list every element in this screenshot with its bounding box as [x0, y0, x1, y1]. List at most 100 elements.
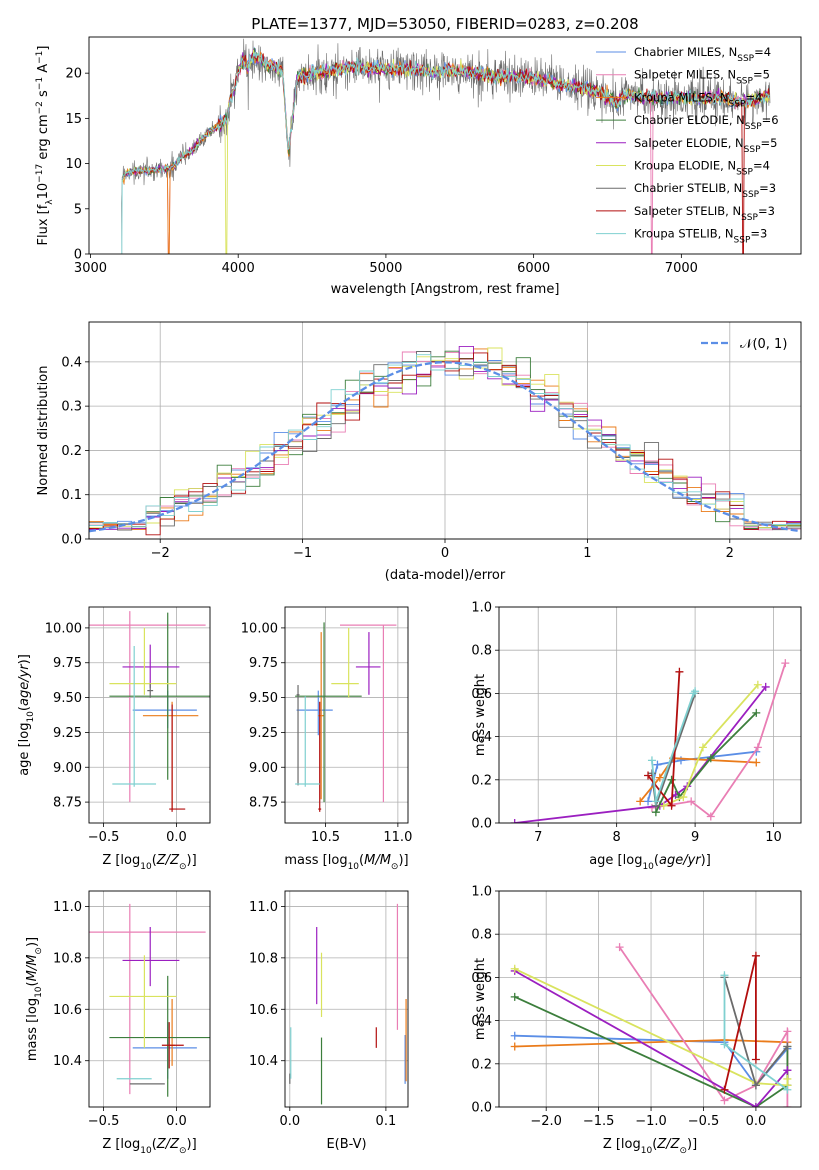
errorbar-kroupa_elodie [109, 627, 177, 695]
spectrum-line-kroupa_stelib [121, 51, 770, 254]
y-tick-label: 10.4 [53, 1054, 82, 1069]
y-tick-label: 0.0 [471, 817, 492, 832]
y-tick-label: 10.8 [249, 951, 278, 966]
weight-marker [783, 1042, 792, 1051]
x-tick-label: −0.5 [88, 1114, 120, 1129]
weight-marker [510, 1042, 519, 1051]
y-tick-label: 10.6 [249, 1003, 278, 1018]
weight-marker [667, 801, 676, 810]
weight-marker [510, 819, 519, 823]
x-axis-label: Z [log10(Z/Z⊙)] [603, 1137, 697, 1156]
label-part: SSP [736, 77, 753, 87]
x-axis-label: E(B-V) [326, 1137, 366, 1152]
y-tick-label: 0.4 [471, 1014, 492, 1029]
label-part: =5 [761, 136, 778, 150]
x-tick-label: 10 [765, 830, 782, 845]
label-part: 10 [642, 862, 654, 872]
label-part: =3 [758, 204, 775, 218]
x-tick-label: 9 [691, 830, 699, 845]
weight-line-kroupa_stelib [651, 690, 696, 802]
y-tick-label: 9.00 [53, 761, 82, 776]
weight-marker [753, 743, 762, 752]
weight-marker [761, 682, 770, 691]
weight-marker [636, 797, 645, 806]
y-tick-label: 0.2 [471, 773, 492, 788]
y-tick-label: 9.75 [249, 656, 278, 671]
weight-line-kroupa_elodie [663, 684, 759, 807]
y-axis-label: mass weight [473, 958, 488, 1040]
label-part: SSP [745, 122, 762, 132]
label-part: age/yr [659, 853, 702, 868]
label-part: Z/Z [656, 1137, 680, 1152]
label-part: SSP [734, 236, 751, 246]
y-tick-label: 0.2 [471, 1057, 492, 1072]
weight-marker [655, 773, 664, 782]
errorbar-chabrier_elodie [295, 622, 362, 803]
errorbar-chabrier_elodie [109, 612, 210, 780]
x-axis-label: Z [log10(Z/Z⊙)] [102, 1137, 196, 1156]
x-tick-label: 4000 [222, 261, 255, 276]
y-tick-label: 1.0 [471, 601, 492, 616]
x-tick-label: 0.1 [376, 1114, 397, 1129]
y-tick-label: 0.8 [471, 928, 492, 943]
weight-line-chabrier_elodie [514, 995, 789, 1107]
label-part: ⊙ [179, 862, 187, 872]
weight-marker [783, 1066, 792, 1075]
label-part: −1 [35, 77, 45, 90]
y-tick-label: 11.0 [53, 900, 82, 915]
label-part: Salpeter ELODIE, N [634, 136, 744, 150]
label-part: SSP [736, 168, 753, 178]
mass_vs_z-axes: −0.5 0.0 10.4 10.6 10.8 11.0 [53, 891, 210, 1129]
figure-title: PLATE=1377, MJD=53050, FIBERID=0283, z=0… [251, 15, 638, 33]
x-axis-label: wavelength [Angstrom, rest frame] [331, 282, 560, 297]
x-axis-label: age [log10(age/yr)] [589, 853, 711, 872]
label-part: ⊙ [179, 1146, 187, 1156]
errorbar-kroupa_miles [142, 701, 199, 810]
weight-marker [667, 775, 676, 784]
errorbar-salpeter_elodie [122, 644, 180, 688]
label-part: 10 [348, 862, 360, 872]
x-tick-label: 11.0 [383, 830, 412, 845]
legend-label: Salpeter ELODIE, NSSP=5 [634, 136, 777, 155]
label-part: =4 [745, 90, 762, 104]
label-part: 10 [34, 986, 44, 998]
y-tick-label: 0.0 [471, 1101, 492, 1116]
weight-marker [644, 797, 653, 806]
y-tick-label: 10 [65, 157, 82, 172]
weight-marker [753, 680, 762, 689]
x-tick-label: −1.5 [583, 1114, 615, 1129]
label-part: Kroupa STELIB, N [634, 227, 734, 241]
weight-marker [783, 1085, 792, 1094]
legend-label: Kroupa STELIB, NSSP=3 [634, 227, 767, 246]
x-tick-label: 10.5 [311, 830, 340, 845]
errorbar-kroupa_elodie [331, 627, 359, 698]
x-tick-label: 6000 [517, 261, 550, 276]
weight-marker [647, 756, 656, 765]
label-part: )] [17, 654, 32, 664]
x-tick-label: 5000 [369, 261, 402, 276]
x-axis-label: mass [log10(M/M⊙)] [284, 853, 408, 872]
legend-label: Kroupa MILES, NSSP=4 [634, 90, 762, 109]
y-tick-label: 9.50 [249, 691, 278, 706]
label-part: age [log [17, 723, 32, 776]
y-axis-label: age [log10(age/yr)] [17, 654, 36, 776]
weight-marker [679, 793, 688, 802]
weight-marker [659, 801, 668, 810]
y-axis-label: mass weight [473, 674, 488, 756]
weight-marker [751, 1081, 760, 1090]
label-part: SSP [737, 54, 754, 64]
x-tick-label: −0.5 [688, 1114, 720, 1129]
label-part: Kroupa MILES, N [634, 90, 729, 104]
label-part: −1 [35, 51, 45, 64]
weight-marker [653, 760, 662, 769]
x-axis-label: (data-model)/error [385, 568, 506, 583]
x-tick-label: 7 [534, 830, 542, 845]
legend-label: Kroupa ELODIE, NSSP=4 [634, 159, 770, 178]
label-part: ⊙ [391, 862, 399, 872]
y-tick-label: 8.75 [53, 796, 82, 811]
errorbar-salpeter_stelib [161, 1022, 184, 1069]
label-part: SSP [744, 145, 761, 155]
normal-curve [89, 361, 801, 533]
y-tick-label: 15 [65, 112, 82, 127]
